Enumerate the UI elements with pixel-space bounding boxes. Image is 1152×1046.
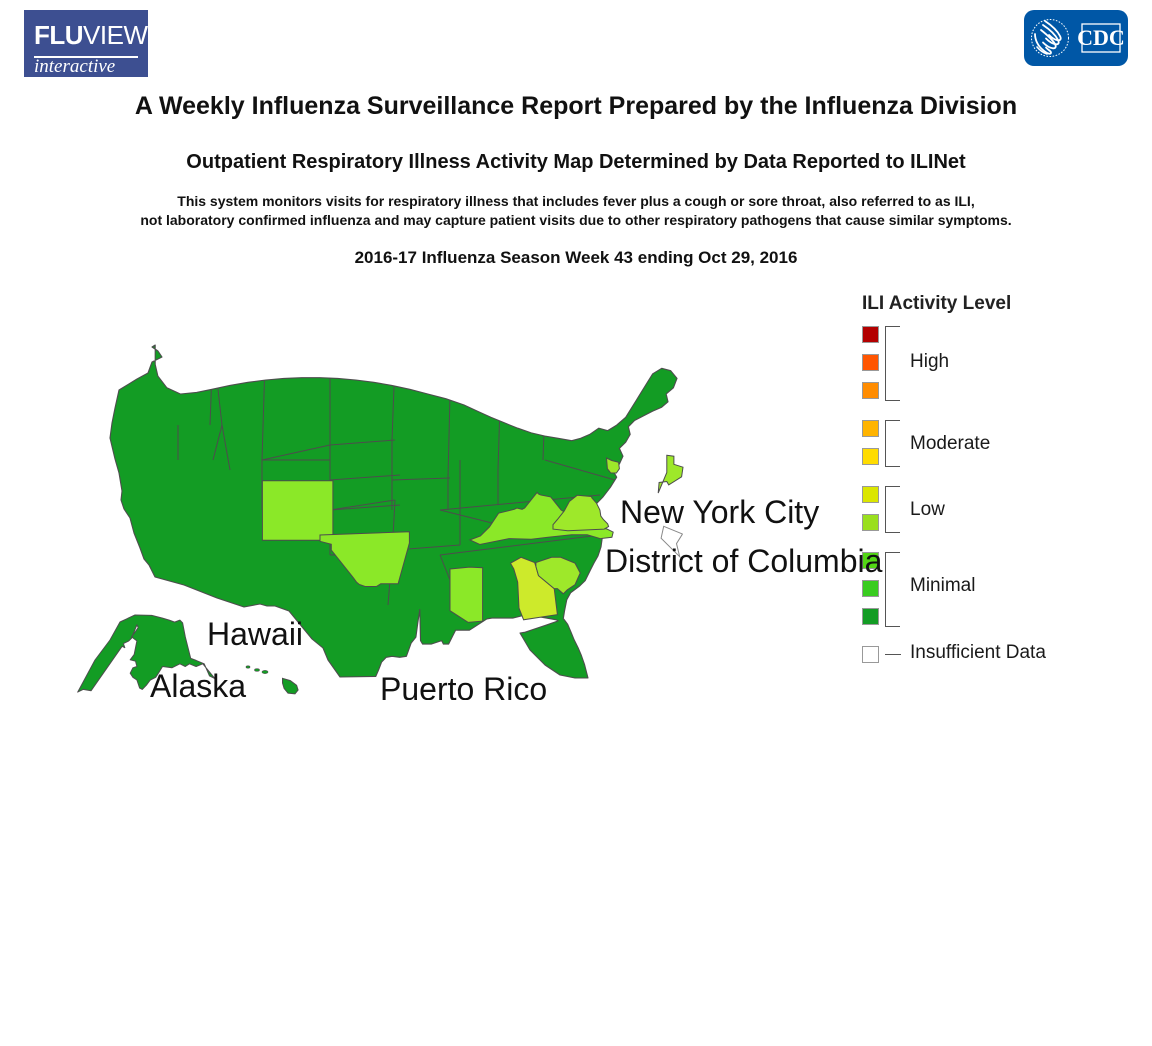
- svg-text:District of Columbia: District of Columbia: [605, 543, 883, 579]
- svg-text:Hawaii: Hawaii: [207, 616, 303, 652]
- svg-text:Alaska: Alaska: [150, 668, 246, 700]
- svg-text:New York City: New York City: [620, 494, 819, 530]
- svg-text:CDC: CDC: [1077, 25, 1125, 50]
- svg-text:Puerto Rico: Puerto Rico: [380, 671, 547, 700]
